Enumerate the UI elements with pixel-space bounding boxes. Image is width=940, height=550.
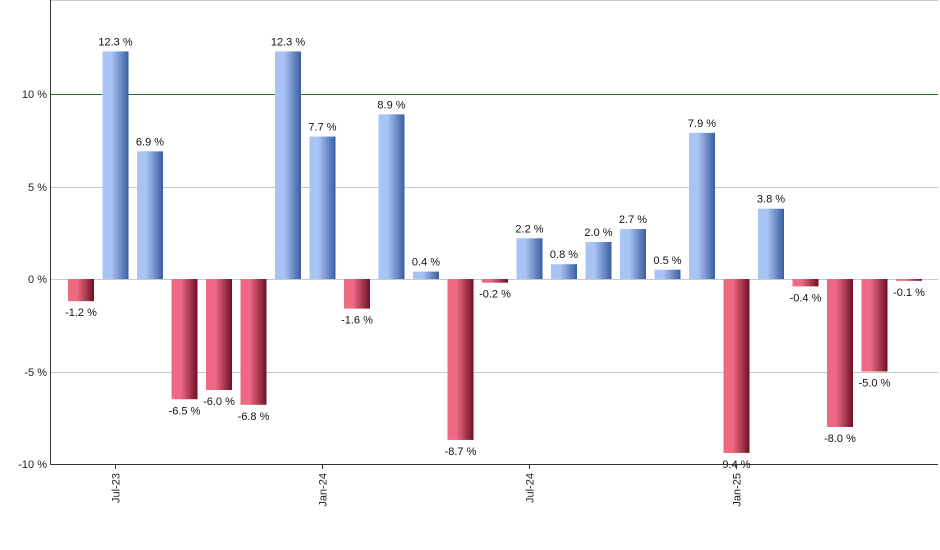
data-label: -0.1 % [893,287,925,299]
bar [275,51,301,280]
bar [102,51,129,280]
bar [206,279,232,390]
bar [689,132,715,279]
bar [896,279,922,281]
data-label: -5.0 % [859,378,891,390]
data-label: 2.0 % [584,227,612,239]
data-label: -8.0 % [824,433,856,445]
bar [792,279,819,287]
bar [723,279,750,453]
data-label: -6.8 % [238,411,270,423]
y-axis-tick-labels: 10 % 5 % 0 % -5 % -10 % [18,89,47,471]
bars [68,51,922,453]
data-label: -0.4 % [790,292,822,304]
bar [171,279,198,400]
bar [585,242,612,279]
data-label: 0.5 % [653,255,681,267]
data-label: 8.9 % [377,99,405,111]
x-tick-label: Jul-23 [111,473,123,503]
data-label: -1.2 % [65,307,97,319]
y-tick-label: -5 % [24,367,47,379]
data-labels: -1.2 % 12.3 % 6.9 % -6.5 %-6.0 %-6.8 % 12.3 … [65,36,925,470]
data-label: 3.8 % [757,194,785,206]
bar [240,279,267,405]
bar [344,279,370,309]
bar [654,269,681,279]
bar [482,279,508,283]
y-tick-label: 10 % [22,89,47,101]
bar [551,264,577,279]
data-label: 7.9 % [688,118,716,130]
data-label: 2.2 % [515,223,543,235]
data-label: 2.7 % [619,214,647,226]
x-tick-label: Jul-24 [525,473,537,503]
axes [50,0,938,469]
bar [309,136,336,279]
bar [620,229,646,279]
data-label: -6.5 % [169,405,201,417]
bar [516,238,543,279]
x-tick-label: Jan-24 [318,473,330,507]
bar [413,271,439,279]
x-axis-tick-labels: Jul-23 Jan-24 Jul-24 Jan-25 [111,473,744,507]
data-label: 7.7 % [308,122,336,134]
bar [758,208,784,279]
data-label: -8.7 % [445,446,477,458]
x-tick-label: Jan-25 [732,473,744,507]
data-label: 0.4 % [412,257,440,269]
data-label: -0.2 % [479,289,511,301]
bar [137,151,163,279]
data-label: 6.9 % [136,136,164,148]
data-label: -6.0 % [203,396,235,408]
y-tick-label: -10 % [18,459,47,471]
y-tick-label: 0 % [28,274,47,286]
data-label: -1.6 % [341,315,373,327]
y-tick-label: 5 % [28,182,47,194]
bar [827,279,853,427]
bar [447,279,474,440]
data-label: 12.3 % [271,36,305,48]
bar [68,279,94,302]
data-label: 12.3 % [98,36,132,48]
data-label: 0.8 % [550,249,578,261]
bar [378,114,405,279]
bar [861,279,888,372]
